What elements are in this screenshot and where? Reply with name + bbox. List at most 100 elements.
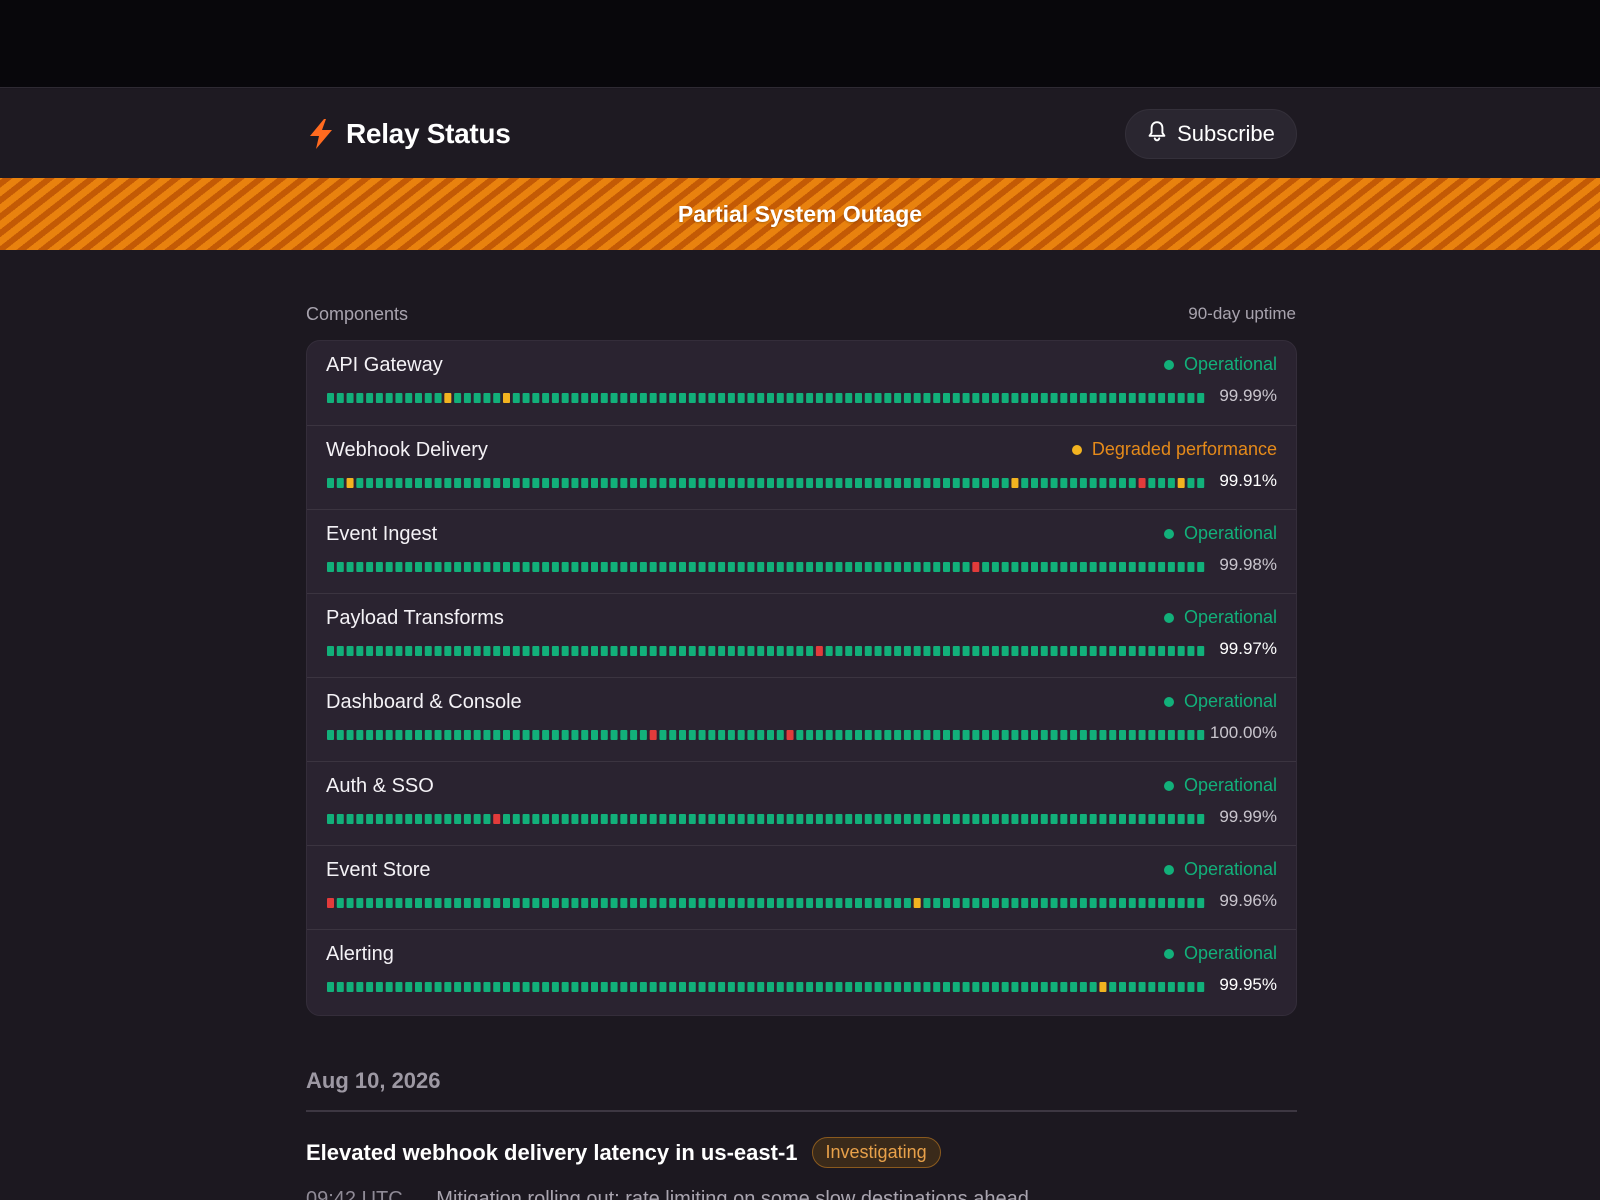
uptime-day-bar[interactable] [639,562,647,572]
uptime-day-bar[interactable] [874,393,882,403]
uptime-day-bar[interactable] [512,562,520,572]
uptime-day-bar[interactable] [327,478,334,488]
uptime-day-bar[interactable] [463,982,471,992]
uptime-day-bar[interactable] [1128,646,1136,656]
uptime-day-bar[interactable] [855,982,862,992]
uptime-day-bar[interactable] [1187,646,1195,656]
uptime-day-bar[interactable] [757,730,765,740]
uptime-day-bar[interactable] [815,898,823,908]
uptime-day-bar[interactable] [1060,478,1068,488]
uptime-day-bar[interactable] [1167,562,1175,572]
uptime-day-bar[interactable] [1031,898,1038,908]
uptime-day-bar[interactable] [923,562,931,572]
uptime-day-bar[interactable] [776,478,784,488]
uptime-day-bar[interactable] [630,562,638,572]
uptime-day-bar[interactable] [532,730,540,740]
uptime-day-bar[interactable] [415,478,422,488]
uptime-day-bar[interactable] [630,898,638,908]
uptime-day-bar[interactable] [473,898,481,908]
uptime-day-bar[interactable] [571,982,579,992]
uptime-day-bar[interactable] [522,730,530,740]
uptime-day-bar[interactable] [835,814,843,824]
uptime-day-bar[interactable] [786,730,794,740]
uptime-day-bar[interactable] [903,562,911,572]
uptime-day-bar[interactable] [1040,898,1048,908]
uptime-day-bar[interactable] [884,898,892,908]
uptime-day-bar[interactable] [327,646,334,656]
uptime-day-bar[interactable] [415,898,422,908]
uptime-day-bar[interactable] [1089,478,1097,488]
uptime-day-bar[interactable] [855,730,862,740]
uptime-day-bar[interactable] [1177,982,1185,992]
uptime-day-bar[interactable] [786,982,794,992]
uptime-day-bar[interactable] [336,646,344,656]
uptime-day-bar[interactable] [669,982,677,992]
uptime-day-bar[interactable] [835,478,843,488]
uptime-day-bar[interactable] [855,478,862,488]
uptime-day-bar[interactable] [952,562,960,572]
uptime-day-bar[interactable] [1050,646,1058,656]
uptime-day-bar[interactable] [463,646,471,656]
uptime-day-bar[interactable] [473,393,481,403]
uptime-day-bar[interactable] [1011,562,1019,572]
uptime-day-bar[interactable] [1050,562,1058,572]
uptime-day-bar[interactable] [894,478,902,488]
uptime-day-bar[interactable] [1099,393,1107,403]
component-row[interactable]: Auth & SSO Operational 99.99% [307,761,1296,845]
uptime-day-bar[interactable] [972,646,980,656]
uptime-day-bar[interactable] [327,393,334,403]
uptime-day-bar[interactable] [444,478,452,488]
uptime-day-bar[interactable] [688,982,696,992]
uptime-day-bar[interactable] [454,814,462,824]
uptime-day-bar[interactable] [1050,478,1058,488]
uptime-day-bar[interactable] [718,814,726,824]
uptime-day-bar[interactable] [385,730,393,740]
uptime-day-bar[interactable] [395,982,403,992]
uptime-day-bar[interactable] [493,478,501,488]
uptime-day-bar[interactable] [375,814,383,824]
uptime-day-bar[interactable] [972,898,980,908]
uptime-day-bar[interactable] [669,393,677,403]
uptime-day-bar[interactable] [415,814,422,824]
uptime-day-bar[interactable] [737,814,745,824]
uptime-day-bar[interactable] [483,478,491,488]
uptime-day-bar[interactable] [346,393,354,403]
uptime-day-bar[interactable] [1011,898,1019,908]
uptime-day-bar[interactable] [356,393,364,403]
uptime-day-bar[interactable] [903,898,911,908]
uptime-day-bar[interactable] [532,562,540,572]
uptime-day-bar[interactable] [1128,814,1136,824]
uptime-day-bar[interactable] [571,646,579,656]
uptime-day-bar[interactable] [806,393,814,403]
uptime-day-bar[interactable] [327,814,334,824]
uptime-day-bar[interactable] [1060,898,1068,908]
uptime-day-bar[interactable] [855,814,862,824]
uptime-day-bar[interactable] [1109,814,1117,824]
uptime-day-bar[interactable] [1040,814,1048,824]
uptime-day-bar[interactable] [1031,393,1038,403]
uptime-day-bar[interactable] [395,814,403,824]
uptime-day-bar[interactable] [884,478,892,488]
uptime-day-bar[interactable] [806,730,814,740]
uptime-day-bar[interactable] [679,898,686,908]
uptime-day-bar[interactable] [1031,646,1038,656]
uptime-day-bar[interactable] [385,478,393,488]
uptime-day-bar[interactable] [620,982,628,992]
uptime-day-bar[interactable] [982,478,990,488]
uptime-day-bar[interactable] [366,393,374,403]
uptime-day-bar[interactable] [1187,393,1195,403]
uptime-day-bar[interactable] [835,730,843,740]
uptime-day-bar[interactable] [493,898,501,908]
uptime-day-bar[interactable] [1138,814,1146,824]
uptime-day-bar[interactable] [444,646,452,656]
uptime-day-bar[interactable] [982,730,990,740]
uptime-day-bar[interactable] [1197,898,1205,908]
uptime-day-bar[interactable] [767,478,774,488]
uptime-day-bar[interactable] [571,393,579,403]
uptime-day-bar[interactable] [356,730,364,740]
uptime-day-bar[interactable] [336,814,344,824]
uptime-day-bar[interactable] [845,730,853,740]
uptime-day-bar[interactable] [532,814,540,824]
uptime-day-bar[interactable] [1070,646,1078,656]
uptime-day-bar[interactable] [1128,478,1136,488]
